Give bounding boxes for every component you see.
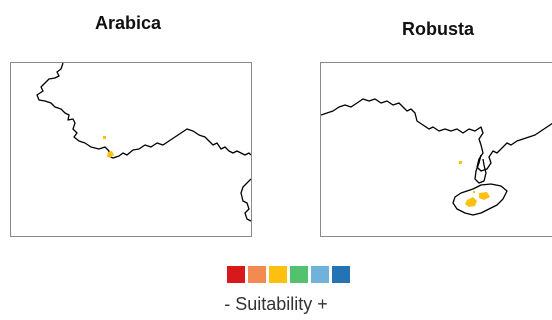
legend-swatch-6 <box>332 266 350 283</box>
legend-swatch-3 <box>269 266 287 283</box>
arabica-suitable-spot <box>103 136 106 139</box>
arabica-suitable-area <box>107 151 114 158</box>
legend-swatch-2 <box>248 266 266 283</box>
robusta-coastline <box>321 98 552 172</box>
robusta-island <box>452 183 508 216</box>
suitability-legend <box>227 266 350 283</box>
arabica-title: Arabica <box>94 13 162 33</box>
robusta-map-canvas <box>321 98 552 216</box>
legend-swatch-5 <box>311 266 329 283</box>
robusta-suitable-spot-2 <box>473 191 475 193</box>
legend-swatch-1 <box>227 266 245 283</box>
robusta-suitable-area <box>465 197 477 207</box>
arabica-east-coast <box>240 178 251 222</box>
robusta-suitable-area-2 <box>479 192 490 200</box>
arabica-map <box>10 62 252 237</box>
robusta-peninsula <box>474 154 487 184</box>
robusta-title: Robusta <box>402 19 474 39</box>
robusta-map <box>320 62 552 237</box>
suitability-legend-label: - Suitability + <box>224 294 328 314</box>
robusta-suitable-spot <box>459 161 462 164</box>
arabica-coastline <box>36 63 251 159</box>
legend-swatch-4 <box>290 266 308 283</box>
arabica-map-canvas <box>36 63 251 222</box>
